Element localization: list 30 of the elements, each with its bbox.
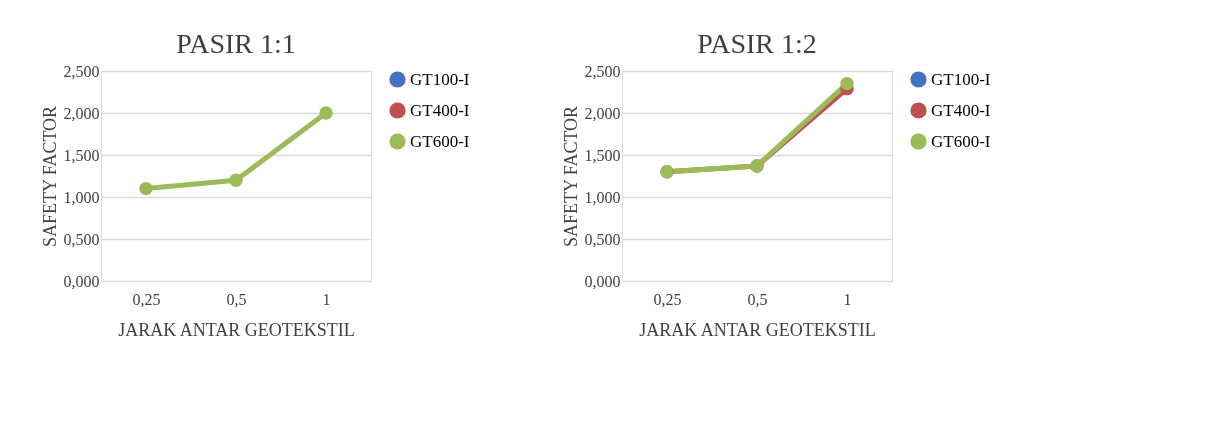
x-tick-label: 0,5 (747, 290, 768, 308)
x-tick-label: 0,5 (226, 290, 247, 308)
legend-label: GT100-I (931, 69, 991, 89)
x-tick-label: 1 (322, 290, 331, 308)
chart-title: PASIR 1:1 (176, 28, 296, 59)
y-tick-label: 2,000 (584, 104, 621, 122)
x-tick-label: 1 (843, 290, 852, 308)
legend-label: GT100-I (410, 69, 470, 89)
y-tick-label: 0,500 (63, 230, 100, 248)
y-tick-label: 1,500 (584, 146, 621, 164)
x-tick-label: 0,25 (653, 290, 682, 308)
x-axis-title: JARAK ANTAR GEOTEKSTIL (118, 319, 355, 340)
y-tick-label: 0,000 (63, 272, 100, 290)
legend-label: GT600-I (931, 131, 991, 151)
y-tick-label: 2,500 (584, 62, 621, 80)
y-tick-label: 2,500 (63, 62, 100, 80)
y-tick-label: 0,000 (584, 272, 621, 290)
y-tick-label: 1,500 (63, 146, 100, 164)
x-axis-title: JARAK ANTAR GEOTEKSTIL (639, 319, 876, 340)
y-axis-title: SAFETY FACTOR (560, 105, 581, 248)
legend-label: GT600-I (410, 131, 470, 151)
y-axis-title: SAFETY FACTOR (39, 105, 60, 248)
y-tick-label: 1,000 (63, 188, 100, 206)
chart-title: PASIR 1:2 (697, 28, 817, 59)
y-tick-label: 2,000 (63, 104, 100, 122)
y-tick-label: 1,000 (584, 188, 621, 206)
x-tick-label: 0,25 (132, 290, 161, 308)
legend-label: GT400-I (410, 100, 470, 120)
y-tick-label: 0,500 (584, 230, 621, 248)
legend-label: GT400-I (931, 100, 991, 120)
